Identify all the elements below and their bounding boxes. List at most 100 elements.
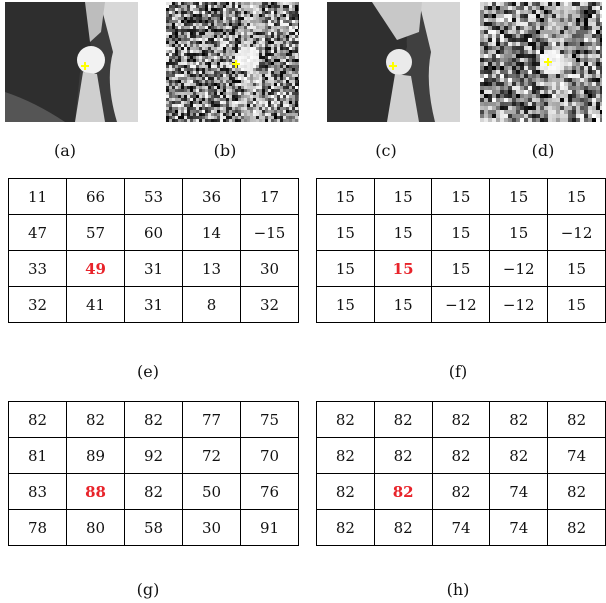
- table-cell: 8: [182, 286, 241, 323]
- table-row: 82 82 82 74 82: [316, 473, 606, 510]
- table-cell: 82: [316, 509, 375, 546]
- crosshair-marker: [232, 60, 240, 68]
- highlighted-cell: 88: [66, 473, 125, 510]
- table-row: 15 15 15 15 −12: [316, 214, 606, 251]
- table-cell: 74: [489, 509, 549, 546]
- table-cell: −12: [489, 250, 549, 287]
- table-cell: 15: [373, 214, 433, 251]
- table-cell: 82: [489, 437, 549, 474]
- table-cell: 82: [8, 401, 67, 438]
- table-cell: 15: [431, 178, 491, 215]
- caption-b: (b): [213, 141, 237, 160]
- table-cell: 41: [66, 286, 125, 323]
- table-cell: 82: [316, 437, 375, 474]
- table-cell: 15: [316, 178, 375, 215]
- table-cell: 74: [431, 509, 491, 546]
- highlighted-cell: 15: [373, 250, 433, 287]
- image-panel-c: [327, 2, 460, 122]
- table-row: 82 82 74 74 82: [316, 509, 606, 546]
- table-cell: 14: [182, 214, 241, 251]
- caption-f: (f): [448, 362, 468, 381]
- table-cell: 82: [431, 473, 491, 510]
- table-cell: −12: [431, 286, 491, 323]
- table-cell: 15: [489, 178, 549, 215]
- table-h: 82 82 82 82 82 82 82 82 82 74 82 82 82 74 82 82 82 74 74 82: [316, 401, 606, 546]
- table-cell: 82: [373, 437, 433, 474]
- table-cell: 74: [489, 473, 549, 510]
- image-panel-a: [5, 2, 138, 122]
- table-cell: 58: [124, 509, 183, 546]
- table-cell: 75: [240, 401, 299, 438]
- table-cell: 60: [124, 214, 183, 251]
- table-row: 47 57 60 14 −15: [8, 214, 299, 251]
- ct-image-noisy-d: [480, 2, 602, 122]
- table-row: 15 15 15 15 15: [316, 178, 606, 215]
- table-row: 82 82 82 82 74: [316, 437, 606, 474]
- table-cell: 15: [547, 250, 606, 287]
- table-row: 11 66 53 36 17: [8, 178, 299, 215]
- table-cell: 17: [240, 178, 299, 215]
- table-cell: 82: [373, 401, 433, 438]
- table-cell: 15: [547, 286, 606, 323]
- table-cell: 78: [8, 509, 67, 546]
- table-cell: 15: [547, 178, 606, 215]
- table-cell: 15: [373, 178, 433, 215]
- table-cell: 76: [240, 473, 299, 510]
- table-row: 15 15 −12 −12 15: [316, 286, 606, 323]
- table-cell: −15: [240, 214, 299, 251]
- crosshair-marker: [389, 62, 397, 70]
- table-cell: 72: [182, 437, 241, 474]
- table-cell: 50: [182, 473, 241, 510]
- table-row: 32 41 31 8 32: [8, 286, 299, 323]
- table-cell: 13: [182, 250, 241, 287]
- table-cell: 82: [547, 509, 606, 546]
- caption-d: (d): [531, 141, 555, 160]
- table-cell: 30: [182, 509, 241, 546]
- crosshair-marker: [81, 62, 89, 70]
- table-cell: 82: [124, 401, 183, 438]
- table-cell: 82: [431, 401, 491, 438]
- table-cell: 32: [8, 286, 67, 323]
- table-cell: 82: [489, 401, 549, 438]
- table-cell: 30: [240, 250, 299, 287]
- table-cell: 89: [66, 437, 125, 474]
- table-cell: 82: [66, 401, 125, 438]
- table-cell: 92: [124, 437, 183, 474]
- table-row: 15 15 15 −12 15: [316, 250, 606, 287]
- caption-e: (e): [137, 362, 159, 381]
- table-cell: 91: [240, 509, 299, 546]
- table-cell: 81: [8, 437, 67, 474]
- caption-a: (a): [53, 141, 77, 160]
- table-row: 33 49 31 13 30: [8, 250, 299, 287]
- image-panel-b: [166, 2, 299, 122]
- image-panel-d: [480, 2, 602, 122]
- table-row: 78 80 58 30 91: [8, 509, 299, 546]
- table-cell: 77: [182, 401, 241, 438]
- table-row: 82 82 82 77 75: [8, 401, 299, 438]
- caption-h: (h): [446, 580, 470, 599]
- table-row: 83 88 82 50 76: [8, 473, 299, 510]
- table-cell: 15: [316, 286, 375, 323]
- table-cell: 82: [547, 401, 606, 438]
- table-cell: 82: [316, 401, 375, 438]
- table-cell: 47: [8, 214, 67, 251]
- ct-image-noisy-b: [166, 2, 299, 122]
- table-cell: 66: [66, 178, 125, 215]
- table-cell: 33: [8, 250, 67, 287]
- highlighted-cell: 49: [66, 250, 125, 287]
- table-cell: 36: [182, 178, 241, 215]
- table-cell: −12: [547, 214, 606, 251]
- table-row: 82 82 82 82 82: [316, 401, 606, 438]
- table-e: 11 66 53 36 17 47 57 60 14 −15 33 49 31 13 30 32 41 31 8 32: [8, 178, 299, 323]
- table-cell: 31: [124, 286, 183, 323]
- table-cell: 53: [124, 178, 183, 215]
- ct-image-smooth-a: [5, 2, 138, 122]
- table-row: 81 89 92 72 70: [8, 437, 299, 474]
- table-cell: 83: [8, 473, 67, 510]
- table-cell: 82: [124, 473, 183, 510]
- table-cell: 15: [373, 286, 433, 323]
- table-f: 15 15 15 15 15 15 15 15 15 −12 15 15 15 −12 15 15 15 −12−…: [316, 178, 606, 323]
- table-cell: 82: [547, 473, 606, 510]
- table-cell: 82: [316, 473, 375, 510]
- table-cell: 74: [547, 437, 606, 474]
